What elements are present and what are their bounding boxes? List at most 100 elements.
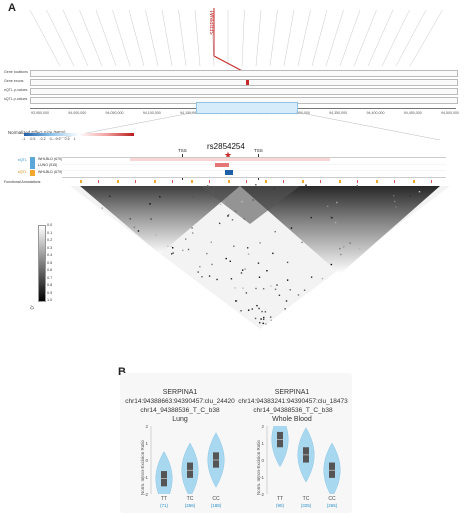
plot2-violins [266, 426, 341, 494]
plot1-variant: chr14_94388536_T_C_b38 [140, 407, 220, 414]
ld-cell [259, 321, 261, 324]
ld-cell [234, 210, 237, 212]
gene-connector-line [353, 9, 377, 67]
gene-connector-line [95, 9, 117, 67]
y-tick-label: 0 [145, 458, 148, 463]
nes-scale-label: -0.5 [29, 137, 36, 141]
ld-cell [182, 249, 184, 252]
sqtl-row-1: WHLBLD (670) [38, 170, 63, 174]
ld-cell [330, 216, 333, 218]
ld-cell [409, 195, 411, 197]
ld-cell [262, 318, 265, 321]
sample-count: (188) [210, 503, 222, 508]
ld-cell [240, 310, 242, 312]
ld-cell [229, 260, 231, 262]
track-label-gene-exons: Gene exons [4, 79, 24, 83]
nes-colorbar [24, 133, 134, 136]
plot1-violins [150, 426, 225, 494]
ld-cell [285, 300, 288, 302]
ld-cell [129, 218, 131, 220]
y-tick-label: 2 [261, 424, 264, 429]
ld-cell [244, 268, 246, 270]
axis-tick-label: 93,950,000 [31, 111, 49, 115]
gene-connector-line [367, 9, 394, 67]
sample-count: (71) [159, 503, 168, 508]
snp-label: rs2854254 [207, 142, 245, 151]
ld-cell [394, 200, 396, 203]
ld-cell [194, 187, 196, 189]
ld-cell [255, 287, 257, 290]
ld-cell [133, 226, 136, 228]
ld-cell [297, 294, 300, 296]
ld-cell [150, 218, 152, 220]
ld-cell [257, 262, 260, 264]
ld-cell [255, 184, 257, 186]
y-tick-label: 1 [261, 441, 264, 446]
ld-cell [258, 276, 261, 278]
gene-connector-line [339, 9, 361, 67]
ld-cell [265, 323, 267, 325]
ld-cell [303, 289, 306, 291]
ld-cell [273, 188, 276, 190]
ld-cell [340, 253, 342, 256]
tss-label-2: TSS [254, 148, 263, 153]
nes-scale-label: 0 [49, 137, 52, 141]
nes-scale-label: -0.2 [39, 137, 46, 141]
ld-cell [216, 278, 218, 281]
ld-cell [343, 246, 345, 248]
gene-connector-line [178, 9, 187, 67]
ld-legend-value: 0.9 [47, 290, 53, 295]
y-tick-label: -1 [143, 475, 148, 480]
ld-cell [184, 238, 187, 240]
ld-cell [395, 206, 397, 208]
ld-cell [274, 288, 277, 291]
ld-cell [240, 272, 243, 274]
ld-cell [137, 230, 140, 232]
gene-connector-line [255, 9, 262, 67]
ld-cell [212, 191, 215, 193]
axis-tick-label: 94,000,000 [68, 111, 87, 115]
track-eqtl-pvalues [30, 88, 458, 95]
sqtl-group-label: sQTL [18, 170, 27, 174]
category-label: TC [186, 496, 194, 502]
plot1-gene: SERPINA1 [162, 389, 198, 396]
gene-connector-line [409, 9, 443, 67]
qtl-row-lines [62, 157, 446, 178]
gene-connector-line [241, 9, 245, 67]
plot2-variant: chr14_94388536_T_C_b38 [253, 407, 333, 414]
ld-cell [339, 247, 341, 250]
ld-cell [159, 196, 161, 198]
ld-cell [290, 227, 293, 229]
zoom-window[interactable] [196, 102, 298, 114]
track-label-gene-locations: Gene locations [4, 70, 28, 74]
ld-cell [199, 216, 202, 218]
gene-connector-line [62, 9, 89, 67]
ld-cell [171, 247, 174, 249]
exon-highlight [246, 80, 249, 85]
ld-cell [170, 253, 173, 255]
ld-cell [167, 245, 169, 248]
nes-scale: -1 -0.5 -0.2 0 0.2 0.5 1 [22, 137, 80, 141]
gene-connector-line [211, 9, 215, 67]
functional-annotations-label: Functional Annotations [4, 180, 41, 184]
ld-cell [225, 257, 227, 260]
gene-connector-line [161, 9, 173, 67]
ld-cell [142, 195, 144, 198]
gene-connector-line [269, 9, 278, 67]
gene-connector-line [29, 9, 61, 67]
ld-cell [310, 276, 313, 278]
ld-cell [321, 277, 324, 280]
ld-legend-value: 0.0 [47, 223, 53, 227]
ld-cell [192, 196, 194, 198]
ld-cell [418, 191, 421, 193]
ld-cell [286, 279, 289, 281]
ld-cell [191, 227, 193, 229]
ld-cell [356, 185, 358, 187]
ld-cell [310, 216, 312, 219]
y-tick-label: 2 [145, 424, 148, 429]
gene-connector-line [79, 9, 103, 67]
ld-cell [199, 265, 201, 268]
plot2-ylabel: Norm. Intron-Excision Ratio [256, 439, 261, 495]
axis-tick-label: 94,100,000 [142, 111, 161, 115]
ld-cell [260, 318, 262, 320]
